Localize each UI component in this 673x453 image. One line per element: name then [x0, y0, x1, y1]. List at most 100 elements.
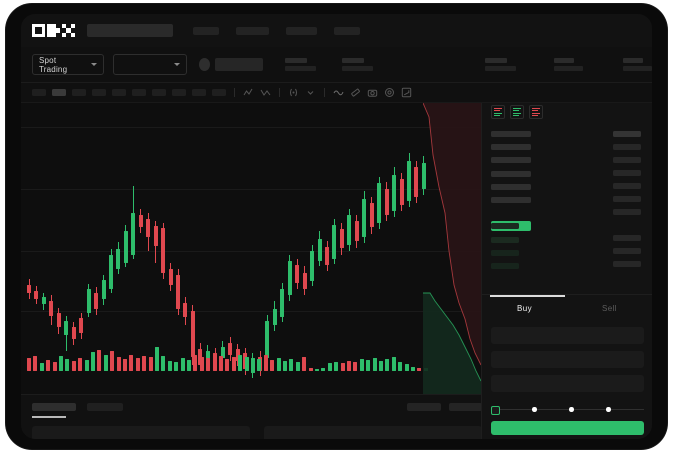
volume-bar — [39, 363, 44, 371]
order-book-row[interactable] — [491, 263, 519, 269]
order-book-row[interactable] — [613, 261, 641, 267]
volume-bar — [251, 358, 255, 371]
order-book-row[interactable] — [613, 248, 641, 254]
timeframe-4[interactable] — [92, 89, 106, 96]
volume-bar — [231, 357, 236, 371]
timeframe-8[interactable] — [172, 89, 186, 96]
timeframe-9[interactable] — [192, 89, 206, 96]
buy-tab-underline — [490, 295, 565, 297]
order-book-row[interactable] — [491, 236, 519, 243]
order-book-row[interactable] — [491, 131, 531, 137]
timeframe-7[interactable] — [152, 89, 166, 96]
stat-value — [285, 66, 316, 71]
market-type-label: Spot Trading — [39, 55, 68, 74]
timeframe-5[interactable] — [112, 89, 126, 96]
tab-buy[interactable]: Buy — [517, 303, 532, 313]
bottom-card-right[interactable] — [264, 426, 482, 439]
bottom-orders-panel — [21, 394, 482, 439]
slider-stop-75[interactable] — [606, 407, 611, 412]
orderbook-mode-asks[interactable] — [529, 105, 543, 119]
orderbook-mode-both[interactable] — [491, 105, 505, 119]
volume-bar — [116, 357, 121, 371]
order-book-row[interactable] — [491, 197, 531, 203]
order-amount-field[interactable] — [491, 351, 644, 368]
orderbook-mode-bids[interactable] — [510, 105, 524, 119]
order-price-field[interactable] — [491, 327, 644, 344]
gridline-2 — [21, 251, 481, 252]
okx-logo[interactable] — [32, 24, 75, 37]
chevron-down-icon — [173, 63, 180, 66]
camera-icon[interactable] — [367, 87, 378, 98]
bottom-action-1[interactable] — [449, 403, 482, 411]
ruler-icon[interactable] — [350, 87, 361, 98]
brackets-icon[interactable] — [288, 87, 299, 98]
timeframe-6[interactable] — [132, 89, 146, 96]
volume-bar — [391, 357, 396, 371]
order-book-row[interactable] — [491, 223, 519, 230]
trendline-icon[interactable] — [243, 87, 254, 98]
order-book-mode-group — [491, 105, 543, 119]
wave-icon[interactable] — [333, 87, 344, 98]
timeframe-2[interactable] — [52, 89, 66, 96]
timeframe-1[interactable] — [32, 89, 46, 96]
order-book-row[interactable] — [613, 157, 641, 163]
okx-logo-o — [32, 24, 45, 37]
timeframe-3[interactable] — [72, 89, 86, 96]
order-book-row[interactable] — [613, 131, 641, 137]
search-input[interactable] — [87, 24, 173, 37]
order-book-row[interactable] — [613, 209, 641, 215]
order-book-row[interactable] — [613, 183, 641, 189]
order-book-row[interactable] — [491, 249, 519, 256]
slider-stop-25[interactable] — [532, 407, 537, 412]
nav-link-3[interactable] — [286, 26, 317, 35]
order-book-row[interactable] — [613, 170, 641, 176]
okx-logo-k — [47, 24, 60, 37]
stat-label — [554, 58, 574, 63]
bottom-tab-0[interactable] — [32, 403, 76, 411]
fullscreen-icon[interactable] — [401, 87, 412, 98]
bottom-card-left[interactable] — [32, 426, 250, 439]
volume-bar — [238, 355, 243, 371]
order-book-row[interactable] — [613, 196, 641, 202]
nav-link-4[interactable] — [334, 26, 360, 35]
market-stats — [285, 58, 652, 71]
slider-stop-50[interactable] — [569, 407, 574, 412]
volume-bar — [52, 362, 57, 371]
bottom-tab-1[interactable] — [87, 403, 123, 411]
stat-label — [285, 58, 307, 63]
order-book-row[interactable] — [491, 157, 531, 164]
trading-pair-select[interactable] — [113, 54, 187, 75]
volume-bar — [206, 358, 211, 371]
bottom-action-0[interactable] — [407, 403, 441, 411]
amount-percent-slider[interactable] — [491, 405, 644, 415]
order-book-row[interactable] — [491, 183, 531, 190]
zigzag-icon[interactable] — [260, 87, 271, 98]
order-book-row[interactable] — [491, 170, 531, 177]
volume-bar — [71, 361, 76, 371]
order-book-row[interactable] — [613, 235, 641, 241]
settings-icon[interactable] — [384, 87, 395, 98]
gridline-3 — [21, 311, 481, 312]
mode-bar — [532, 112, 541, 114]
nav-link-2[interactable] — [236, 26, 269, 35]
volume-bar — [308, 368, 313, 371]
volume-bar — [123, 359, 127, 371]
order-book-row[interactable] — [491, 144, 531, 151]
order-total-field[interactable] — [491, 375, 644, 392]
chart-toolbar — [21, 83, 652, 103]
order-book-row[interactable] — [613, 144, 641, 150]
timeframe-10[interactable] — [212, 89, 226, 96]
stat-label — [485, 58, 507, 63]
volume-bar — [289, 359, 294, 371]
volume-bar — [276, 358, 281, 371]
slider-handle[interactable] — [491, 406, 500, 415]
tab-sell[interactable]: Sell — [602, 303, 617, 313]
volume-bar — [404, 364, 409, 371]
market-type-select[interactable]: Spot Trading — [32, 54, 104, 75]
chevron-down-icon[interactable] — [305, 87, 316, 98]
mode-bar — [532, 114, 539, 117]
submit-order-button[interactable] — [491, 421, 644, 435]
volume-bar — [27, 358, 31, 371]
price-chart[interactable] — [21, 103, 481, 394]
nav-link-1[interactable] — [193, 26, 219, 35]
